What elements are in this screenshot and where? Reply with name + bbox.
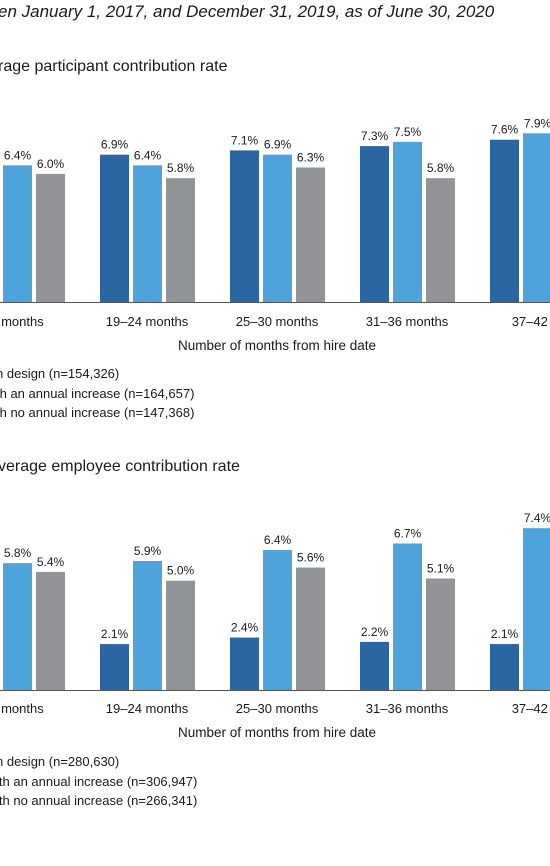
bar [393, 543, 422, 690]
bar [100, 154, 129, 302]
data-label: 5.4% [37, 555, 65, 569]
data-label: 5.6% [297, 551, 325, 565]
data-label: 6.4% [264, 533, 292, 547]
data-label: 5.8% [4, 546, 32, 560]
chart-1-legend: n design (n=154,326) th an annual increa… [0, 364, 194, 423]
bar [36, 173, 65, 302]
participant-contribution-chart: 6.9% 7.1% 7.3% 7.6% 6.4% 6.4% 6.9% 7.5% 7.9% 6.0%… [0, 116, 550, 353]
bar [3, 165, 32, 302]
bar [100, 644, 129, 690]
legend-entry: n design (n=154,326) [0, 366, 120, 381]
x-tick-label: 19–24 months [106, 314, 189, 329]
data-label: 5.1% [427, 561, 455, 575]
bar [523, 133, 550, 302]
bar [36, 571, 65, 690]
data-label: 6.9% [264, 138, 292, 152]
data-label: 7.3% [361, 129, 389, 143]
bar [360, 641, 389, 690]
x-tick-label: 31–36 months [366, 314, 449, 329]
data-label: 7.5% [394, 125, 422, 139]
data-label: 2.4% [231, 621, 259, 635]
legend-entry: n design (n=280,630) [0, 754, 120, 769]
chart-subtitle: en January 1, 2017, and December 31, 201… [0, 2, 495, 21]
bar [230, 150, 259, 302]
x-tick-label: 37–42 m [512, 314, 550, 329]
data-label: 6.4% [4, 148, 32, 162]
data-label: 6.9% [101, 138, 129, 152]
data-label: 6.7% [394, 526, 422, 540]
data-label: 7.6% [491, 123, 519, 137]
data-label: 5.8% [427, 161, 455, 175]
data-label: 7.1% [231, 133, 259, 147]
bar [230, 637, 259, 690]
data-label: 6.4% [134, 148, 162, 162]
x-axis-label: Number of months from hire date [178, 725, 376, 740]
x-axis-label: Number of months from hire date [178, 338, 376, 353]
bar [360, 146, 389, 302]
bar [296, 567, 325, 690]
chart-1-title: rage participant contribution rate [0, 58, 228, 75]
x-tick-label: 37–42 m [512, 701, 550, 716]
data-label: 2.1% [101, 627, 129, 641]
bar [263, 550, 292, 690]
legend-entry: th an annual increase (n=164,657) [0, 385, 195, 401]
data-label: 5.8% [167, 161, 195, 175]
bar [523, 528, 550, 690]
bar [133, 560, 162, 690]
chart-2-title: verage employee contribution rate [0, 458, 240, 475]
bar [166, 178, 195, 302]
data-label: 2.1% [491, 627, 519, 641]
employee-contribution-chart: 2.1% 2.4% 2.2% 2.1% 5.8% 5.9% 6.4% 6.7% 7.4% 5.4%… [0, 511, 550, 740]
data-label: 7.9% [524, 116, 550, 130]
data-label: 7.4% [524, 511, 550, 525]
bar [166, 580, 195, 690]
x-tick-label: 31–36 months [366, 701, 449, 716]
bar [263, 154, 292, 302]
bar [490, 139, 519, 302]
legend-entry: th no annual increase (n=147,368) [0, 405, 195, 420]
x-tick-label: 8 months [0, 701, 44, 716]
data-label: 5.0% [167, 564, 195, 578]
bar [296, 167, 325, 302]
bar [3, 563, 32, 690]
bar [393, 141, 422, 302]
data-label: 5.9% [134, 544, 162, 558]
data-label: 2.2% [361, 625, 389, 639]
bar [133, 165, 162, 302]
data-label: 6.3% [297, 150, 325, 164]
legend-entry: ith no annual increase (n=266,341) [0, 793, 198, 808]
bar [490, 644, 519, 690]
x-tick-label: 25–30 months [236, 701, 319, 716]
x-tick-label: 25–30 months [236, 314, 319, 329]
bar [426, 178, 455, 302]
legend-entry: ith an annual increase (n=306,947) [0, 773, 198, 789]
chart-2-legend: n design (n=280,630) ith an annual incre… [0, 752, 197, 811]
x-tick-label: 8 months [0, 314, 44, 329]
data-label: 6.0% [37, 157, 65, 171]
x-tick-label: 19–24 months [106, 701, 189, 716]
bar [426, 578, 455, 690]
